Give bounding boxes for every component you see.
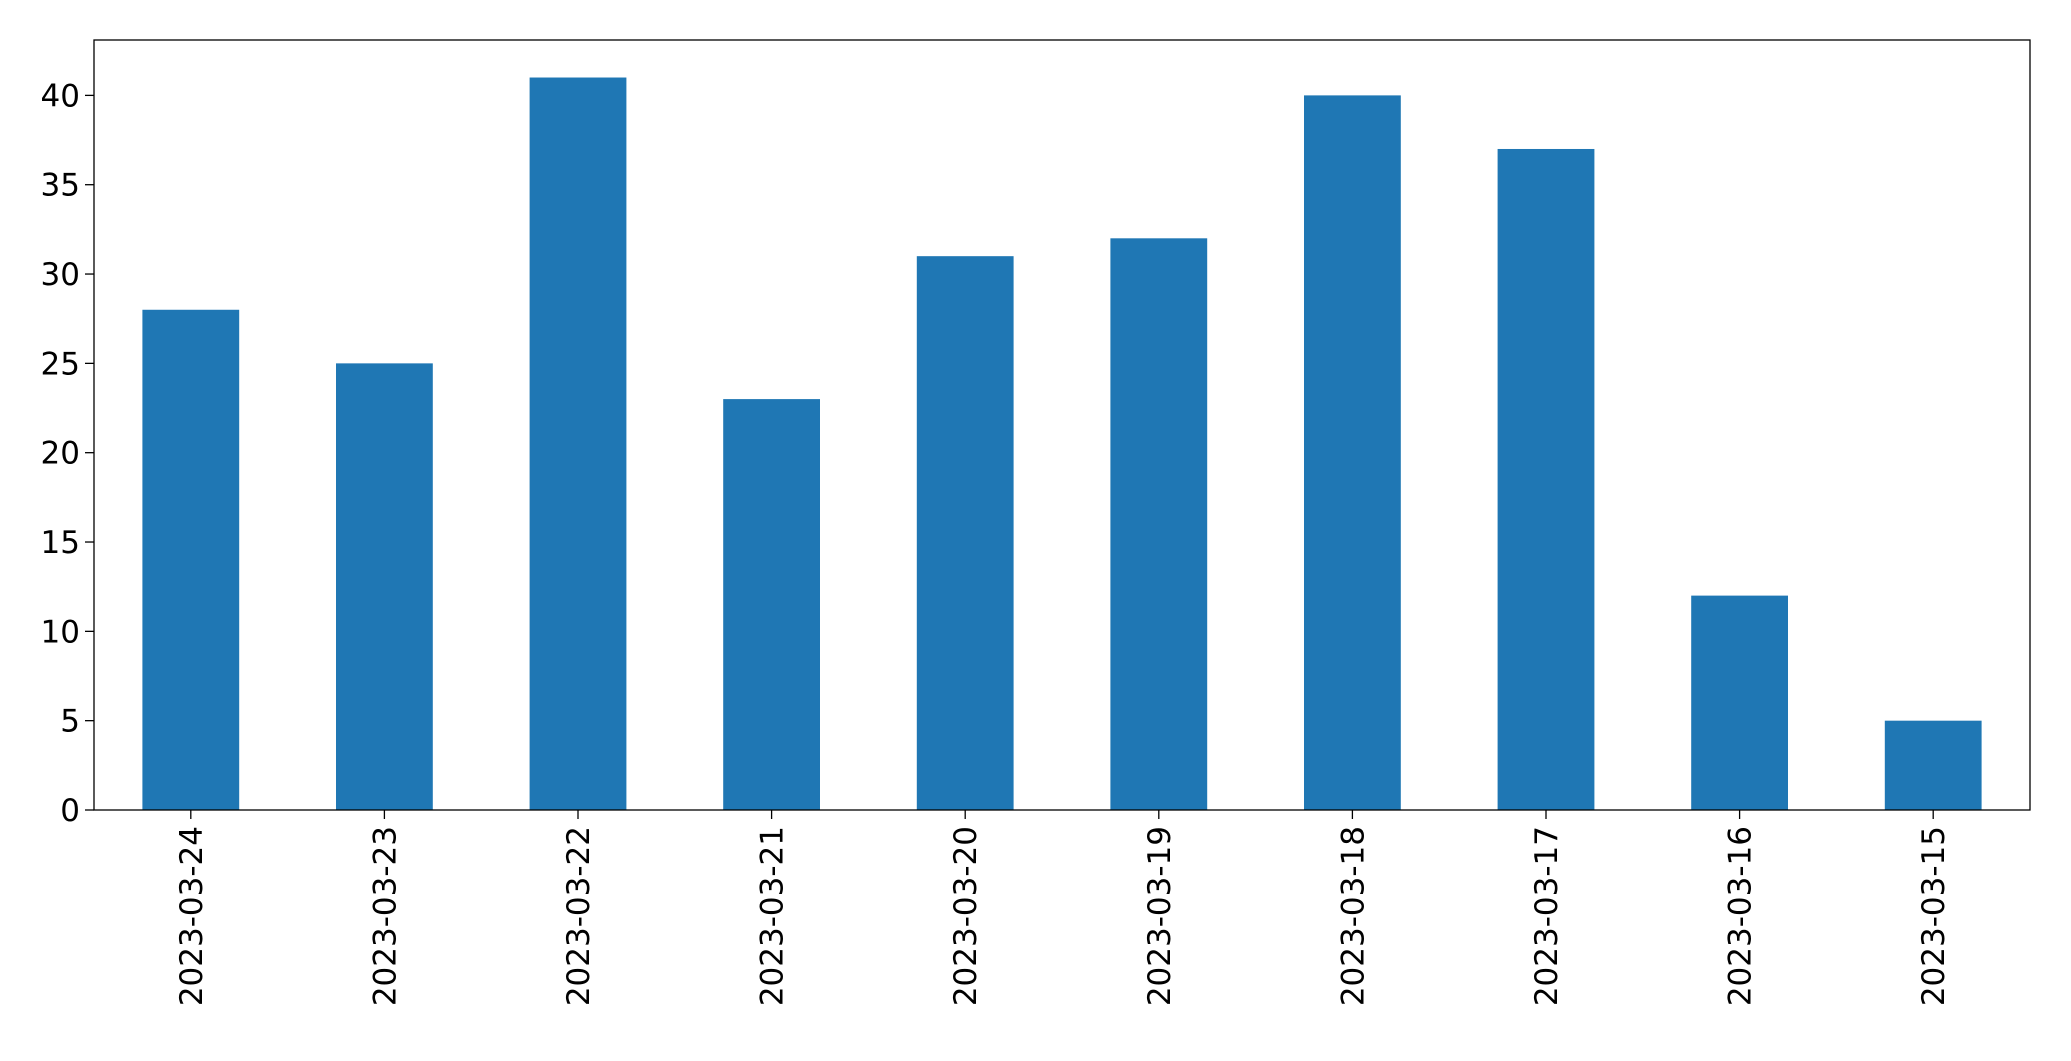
bar	[1110, 238, 1208, 810]
bar	[1304, 95, 1401, 811]
plot-frame	[93, 39, 2031, 811]
bar	[723, 399, 820, 810]
bar	[142, 309, 240, 810]
y-tick-label: 40	[41, 78, 80, 114]
bar	[529, 77, 627, 811]
x-tick-label: 2023-03-19	[1142, 826, 1178, 1006]
x-tick-label: 2023-03-15	[1916, 826, 1952, 1006]
x-tick-label: 2023-03-20	[948, 826, 984, 1006]
x-tick-label: 2023-03-24	[174, 826, 210, 1006]
x-tick-label: 2023-03-23	[367, 826, 403, 1006]
bar	[336, 363, 433, 810]
y-tick-label: 25	[41, 346, 80, 382]
y-tick-label: 35	[41, 168, 80, 204]
bar	[1691, 595, 1788, 810]
x-tick-label: 2023-03-22	[561, 826, 597, 1006]
y-tick-label: 5	[60, 704, 80, 740]
bar	[1497, 148, 1595, 810]
x-tick-label: 2023-03-16	[1723, 826, 1759, 1006]
x-tick-label: 2023-03-17	[1529, 826, 1565, 1006]
x-tick-label: 2023-03-18	[1335, 826, 1371, 1006]
y-tick-label: 10	[41, 614, 80, 650]
bar	[1884, 720, 1982, 810]
y-tick-label: 15	[41, 525, 80, 561]
y-tick-label: 30	[41, 257, 80, 293]
x-tick-label: 2023-03-21	[755, 826, 791, 1006]
bar	[916, 256, 1014, 810]
y-tick-label: 0	[60, 793, 80, 829]
y-tick-label: 20	[41, 436, 80, 472]
